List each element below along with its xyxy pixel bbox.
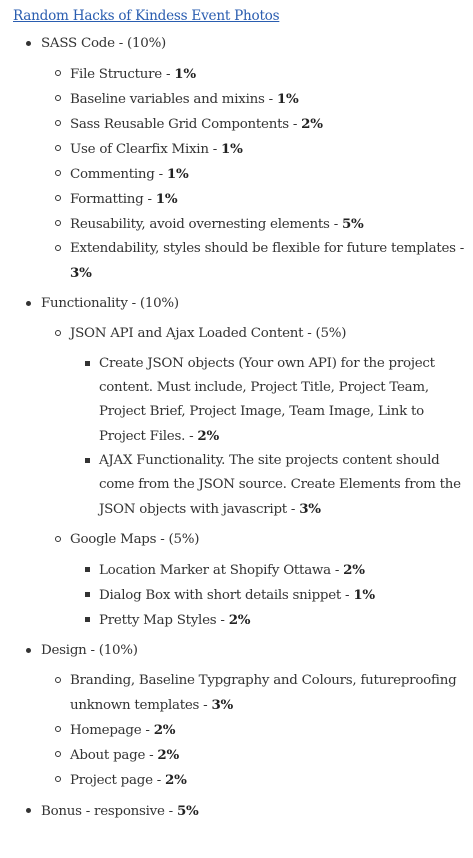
item-weight: 1%: [155, 191, 178, 207]
item-weight: 2%: [197, 428, 219, 444]
group-label: JSON API and Ajax Loaded Content - (5%): [70, 326, 347, 341]
section-sass-code: SASS Code - (10%) File Structure - 1% Ba…: [13, 32, 468, 286]
list-item: AJAX Functionality. The site projects co…: [70, 449, 468, 522]
event-photos-link[interactable]: Random Hacks of Kindess Event Photos: [13, 8, 280, 24]
list-item: Sass Reusable Grid Compontents - 2%: [41, 112, 468, 137]
group-json-api: JSON API and Ajax Loaded Content - (5%) …: [41, 322, 468, 522]
item-weight: 2%: [301, 116, 323, 132]
sub-list: Branding, Baseline Typgraphy and Colours…: [41, 669, 468, 793]
list-item: Dialog Box with short details snippet - …: [70, 583, 468, 608]
item-weight: 2%: [153, 722, 176, 738]
item-text: Branding, Baseline Typgraphy and Colours…: [70, 673, 457, 713]
list-item: Branding, Baseline Typgraphy and Colours…: [41, 669, 468, 718]
item-weight: 3%: [211, 697, 234, 713]
section-label: Functionality - (10%): [41, 296, 179, 311]
item-text: Project page: [70, 773, 153, 788]
item-text: Location Marker at Shopify Ottawa: [99, 563, 331, 578]
item-weight: 1%: [221, 141, 243, 157]
item-weight: 1%: [174, 66, 196, 82]
item-weight: 1%: [353, 587, 375, 603]
sub-list: JSON API and Ajax Loaded Content - (5%) …: [41, 322, 468, 633]
item-weight: 2%: [343, 562, 365, 578]
list-item: Formatting - 1%: [41, 187, 468, 212]
rubric-list: SASS Code - (10%) File Structure - 1% Ba…: [13, 32, 468, 824]
list-item: Location Marker at Shopify Ottawa - 2%: [70, 558, 468, 583]
list-item: Project page - 2%: [41, 768, 468, 793]
item-text: Homepage: [70, 723, 142, 738]
item-text: Reusability, avoid overnesting elements: [70, 217, 330, 232]
list-item: Pretty Map Styles - 2%: [70, 608, 468, 633]
section-bonus: Bonus - responsive - 5%: [13, 799, 468, 824]
item-weight: 1%: [276, 91, 299, 107]
group-label: Google Maps - (5%): [70, 532, 200, 547]
item-weight: 2%: [157, 747, 179, 763]
list-item: About page - 2%: [41, 743, 468, 768]
section-label: SASS Code - (10%): [41, 36, 167, 51]
section-design: Design - (10%) Branding, Baseline Typgra…: [13, 639, 468, 793]
list-item: Use of Clearfix Mixin - 1%: [41, 137, 468, 162]
item-weight: 2%: [228, 612, 251, 628]
item-text: File Structure: [70, 67, 162, 82]
page: Random Hacks of Kindess Event Photos SAS…: [13, 8, 468, 824]
item-weight: 2%: [165, 772, 187, 788]
sub-sub-list: Location Marker at Shopify Ottawa - 2% D…: [70, 558, 468, 633]
item-weight: 5%: [176, 803, 199, 819]
section-label: Design - (10%): [41, 643, 138, 658]
list-item: Commenting - 1%: [41, 162, 468, 187]
item-weight: 3%: [70, 265, 92, 281]
item-text: Dialog Box with short details snippet: [99, 588, 342, 603]
group-google-maps: Google Maps - (5%) Location Marker at Sh…: [41, 528, 468, 633]
section-functionality: Functionality - (10%) JSON API and Ajax …: [13, 292, 468, 633]
list-item: File Structure - 1%: [41, 62, 468, 87]
item-weight: 1%: [166, 166, 189, 182]
item-text: Create JSON objects (Your own API) for t…: [99, 356, 435, 444]
item-text: Sass Reusable Grid Compontents: [70, 117, 289, 132]
item-text: Formatting: [70, 192, 144, 207]
sub-sub-list: Create JSON objects (Your own API) for t…: [70, 352, 468, 522]
list-item: Extendability, styles should be flexible…: [41, 237, 468, 286]
list-item: Homepage - 2%: [41, 718, 468, 743]
item-weight: 5%: [341, 216, 364, 232]
item-text: About page: [70, 748, 146, 763]
item-text: Commenting: [70, 167, 155, 182]
list-item: Baseline variables and mixins - 1%: [41, 87, 468, 112]
section-label: Bonus - responsive: [41, 804, 165, 819]
item-weight: 3%: [299, 501, 321, 517]
item-text: Extendability, styles should be flexible…: [70, 241, 456, 256]
list-item: Reusability, avoid overnesting elements …: [41, 212, 468, 237]
sub-list: File Structure - 1% Baseline variables a…: [41, 62, 468, 286]
item-text: Pretty Map Styles: [99, 613, 217, 628]
item-text: Baseline variables and mixins: [70, 92, 265, 107]
item-text: Use of Clearfix Mixin: [70, 142, 209, 157]
list-item: Create JSON objects (Your own API) for t…: [70, 352, 468, 449]
item-text: AJAX Functionality. The site projects co…: [99, 453, 461, 517]
